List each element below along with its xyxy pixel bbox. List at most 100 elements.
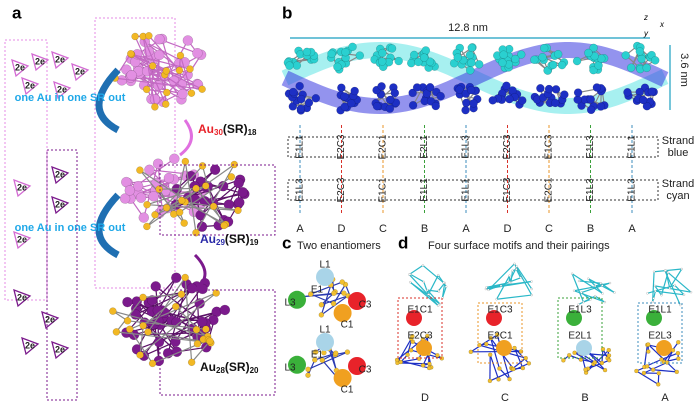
bond	[426, 289, 441, 305]
atom	[139, 293, 147, 302]
formula-part: Au	[200, 232, 216, 246]
length-label: 12.8 nm	[448, 22, 488, 34]
atom	[593, 294, 597, 298]
bond	[666, 350, 674, 363]
bond	[470, 334, 498, 353]
atom	[431, 101, 441, 111]
bond	[571, 273, 603, 295]
atom	[227, 173, 236, 181]
atom	[330, 300, 337, 307]
triangle	[11, 58, 30, 78]
triangle	[13, 230, 32, 250]
motif-label: E2L1	[568, 331, 592, 342]
triangle	[13, 178, 32, 198]
atom	[331, 290, 337, 297]
atom	[410, 333, 415, 339]
bond	[653, 290, 656, 299]
bond	[665, 270, 671, 289]
bond	[636, 370, 659, 385]
motif-label: E1L3	[461, 135, 472, 159]
formula-part: 20	[250, 366, 259, 375]
bond	[601, 349, 604, 364]
atom	[679, 303, 682, 307]
panel-label: b	[282, 3, 292, 22]
electron-label: 2e	[15, 62, 25, 72]
atom	[652, 270, 656, 273]
atom	[123, 317, 132, 325]
atom	[348, 42, 357, 52]
formula-part: 28	[216, 366, 225, 375]
dashed-box	[397, 297, 443, 359]
atom	[152, 80, 164, 91]
motif-label: E1	[311, 350, 324, 361]
column-label: A	[462, 223, 470, 235]
motif-label: C1	[341, 385, 354, 396]
atom	[177, 88, 188, 100]
atom	[186, 65, 194, 73]
atom	[603, 300, 607, 304]
atom	[182, 35, 194, 46]
atom	[292, 61, 302, 70]
formula: Au29(SR)19	[200, 232, 259, 247]
atom	[206, 337, 214, 345]
electron-label: 2e	[55, 54, 65, 64]
motif-label: L1	[319, 260, 331, 271]
atom	[181, 273, 189, 282]
bond	[409, 281, 439, 307]
atom	[613, 291, 616, 294]
atom	[125, 325, 134, 334]
motif-label: E2C3	[336, 177, 347, 202]
step-label-text: one Au in one SR out	[15, 222, 126, 234]
bond	[423, 281, 429, 295]
atom	[573, 88, 583, 97]
atom	[674, 369, 680, 375]
atom	[143, 200, 151, 209]
atom	[341, 290, 347, 296]
atom	[189, 194, 201, 205]
bond	[321, 295, 349, 306]
atom	[656, 382, 661, 387]
atom	[151, 211, 159, 219]
bond	[513, 263, 533, 296]
atom	[466, 85, 476, 95]
atom	[682, 293, 686, 297]
triangle	[13, 288, 32, 308]
bond	[663, 341, 679, 363]
bond	[175, 306, 211, 342]
atom	[596, 102, 606, 111]
atom	[405, 352, 410, 358]
bond	[652, 271, 655, 302]
motif-atom	[333, 369, 352, 387]
bond	[643, 344, 648, 368]
atom	[142, 85, 151, 94]
bond	[669, 268, 683, 289]
atom	[145, 32, 153, 40]
atom	[425, 57, 435, 66]
atom	[634, 368, 639, 374]
bond	[674, 284, 685, 296]
triangle	[51, 195, 70, 215]
atom	[344, 349, 351, 355]
atom	[449, 59, 459, 68]
atom	[398, 359, 403, 365]
motif-label: C3	[359, 365, 372, 376]
atom	[198, 162, 207, 170]
atom	[586, 105, 596, 115]
column-label: A	[296, 223, 304, 235]
atom	[572, 350, 577, 356]
atom	[419, 53, 429, 62]
atom	[652, 297, 655, 300]
atom	[530, 55, 539, 65]
atom	[561, 358, 566, 363]
atom	[296, 94, 306, 104]
atom	[394, 357, 400, 363]
motif-label: E1L1	[419, 178, 430, 202]
atom	[465, 66, 475, 75]
formula-part: 18	[248, 128, 257, 137]
atom	[442, 281, 445, 285]
atom	[139, 321, 147, 330]
atom	[646, 292, 649, 295]
motif-atom	[406, 310, 422, 326]
atom	[136, 166, 144, 174]
bond	[159, 187, 197, 190]
